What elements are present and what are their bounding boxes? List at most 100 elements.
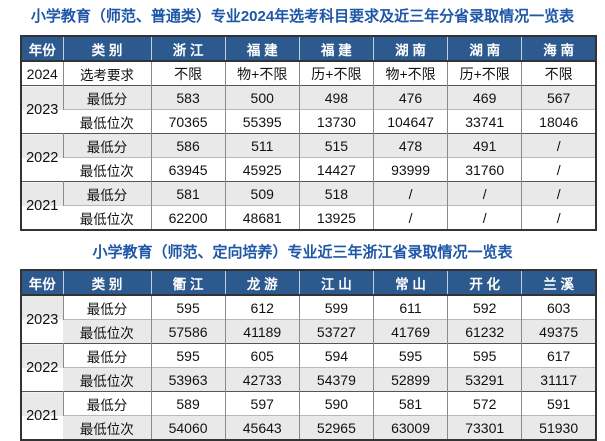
value-cell: / (447, 181, 522, 206)
year-cell: 2021 (21, 391, 63, 440)
value-cell: 93999 (372, 157, 448, 182)
value-cell: 611 (372, 295, 448, 320)
table-row: 2021 最低分 581 509 518 / / / (21, 181, 596, 230)
table-row: 2021 最低分 589 597 590 581 572 591 (21, 391, 596, 440)
year-cell: 2023 (21, 295, 63, 344)
value-cell: 597 (224, 391, 300, 416)
value-cell: 581 (150, 181, 226, 206)
value-cell: 61232 (447, 319, 522, 344)
value-cell: 53727 (298, 319, 374, 344)
value-cell: 469 (447, 85, 522, 110)
value-cell: 历+不限 (447, 61, 522, 86)
table-row: 最低位次 54060 45643 52965 63009 73301 51930 (21, 415, 596, 440)
value-cell: 518 (298, 181, 374, 206)
row-label: 选考要求 (62, 61, 151, 86)
header-cell-province: 福 建 (224, 36, 300, 62)
value-cell: 物+不限 (372, 61, 448, 86)
value-cell: 52899 (372, 367, 448, 392)
header-cell-province: 海 南 (521, 36, 596, 62)
header-cell-province: 湖 南 (372, 36, 448, 62)
table2-title: 小学教育（师范、定向培养）专业近三年浙江省录取情况一览表 (92, 244, 513, 261)
table-row: 2023 最低分 583 500 498 476 469 567 (21, 85, 596, 134)
row-label: 最低分 (62, 295, 151, 320)
row-label: 最低分 (62, 343, 151, 368)
table-row: 最低位次 62200 48681 13925 / / / (21, 205, 596, 230)
value-cell: 52965 (298, 415, 374, 440)
value-cell: 583 (150, 85, 226, 110)
value-cell: 595 (150, 343, 226, 368)
row-label: 最低位次 (63, 109, 151, 134)
value-cell: 500 (224, 85, 300, 110)
value-cell: 42733 (224, 367, 300, 392)
page: { "colors": { "header_bg": "#2d5a8e", "h… (20, 8, 597, 441)
value-cell: 515 (298, 133, 374, 158)
value-cell: 581 (372, 391, 448, 416)
value-cell: 511 (224, 133, 300, 158)
value-cell: / (447, 205, 522, 230)
header-cell-district: 江 山 (298, 270, 374, 296)
table-row: 最低位次 57586 41189 53727 41769 61232 49375 (21, 319, 596, 344)
value-cell: / (372, 181, 448, 206)
value-cell: 18046 (521, 109, 596, 134)
value-cell: 592 (447, 295, 522, 320)
value-cell: / (521, 181, 596, 206)
value-cell: 13925 (298, 205, 374, 230)
value-cell: 603 (521, 295, 596, 320)
value-cell: 45643 (224, 415, 300, 440)
value-cell: 612 (224, 295, 300, 320)
year-cell: 2021 (21, 181, 63, 230)
value-cell: 104647 (372, 109, 448, 134)
row-label: 最低位次 (63, 205, 151, 230)
row-label: 最低分 (62, 85, 151, 110)
table-row: 最低位次 70365 55395 13730 104647 33741 1804… (21, 109, 596, 134)
value-cell: 73301 (447, 415, 522, 440)
value-cell: 567 (521, 85, 596, 110)
value-cell: 49375 (521, 319, 596, 344)
header-cell-category: 类 别 (62, 270, 151, 296)
value-cell: 13730 (298, 109, 374, 134)
value-cell: 48681 (224, 205, 300, 230)
value-cell: 491 (447, 133, 522, 158)
value-cell: 595 (372, 343, 448, 368)
year-cell: 2024 (21, 61, 63, 86)
header-cell-year: 年份 (21, 36, 63, 62)
header-cell-district: 常 山 (372, 270, 448, 296)
value-cell: 41189 (224, 319, 300, 344)
table2-admissions-zhejiang: 年份 类 别 衢 江 龙 游 江 山 常 山 开 化 兰 溪 2023 最低分 … (20, 269, 597, 441)
value-cell: 不限 (150, 61, 226, 86)
row-label: 最低位次 (63, 157, 151, 182)
value-cell: 70365 (150, 109, 226, 134)
header-cell-district: 兰 溪 (521, 270, 596, 296)
value-cell: 54060 (150, 415, 226, 440)
table1-header-row: 年份 类 别 浙 江 福 建 福 建 湖 南 湖 南 海 南 (21, 36, 596, 62)
year-cell: 2023 (21, 85, 63, 134)
row-label: 最低分 (62, 391, 151, 416)
value-cell: 605 (224, 343, 300, 368)
row-label: 最低位次 (63, 367, 151, 392)
row-label: 最低位次 (63, 319, 151, 344)
year-cell: 2022 (21, 133, 63, 182)
value-cell: 595 (447, 343, 522, 368)
value-cell: 62200 (150, 205, 226, 230)
value-cell: 14427 (298, 157, 374, 182)
value-cell: 31760 (447, 157, 522, 182)
value-cell: 历+不限 (298, 61, 374, 86)
value-cell: 572 (447, 391, 522, 416)
header-cell-province: 浙 江 (150, 36, 226, 62)
value-cell: 591 (521, 391, 596, 416)
value-cell: 51930 (521, 415, 596, 440)
value-cell: 55395 (224, 109, 300, 134)
row-label: 最低分 (62, 181, 151, 206)
table-row: 最低位次 63945 45925 14427 93999 31760 / (21, 157, 596, 182)
value-cell: 57586 (150, 319, 226, 344)
value-cell: 31117 (521, 367, 596, 392)
table-row: 2022 最低分 595 605 594 595 595 617 (21, 343, 596, 392)
table1-title: 小学教育（师范、普通类）专业2024年选考科目要求及近三年分省录取情况一览表 (30, 8, 575, 25)
value-cell: / (521, 157, 596, 182)
value-cell: 41769 (372, 319, 448, 344)
year-cell: 2022 (21, 343, 63, 392)
value-cell: / (521, 133, 596, 158)
value-cell: 617 (521, 343, 596, 368)
value-cell: 498 (298, 85, 374, 110)
header-cell-province: 福 建 (298, 36, 374, 62)
